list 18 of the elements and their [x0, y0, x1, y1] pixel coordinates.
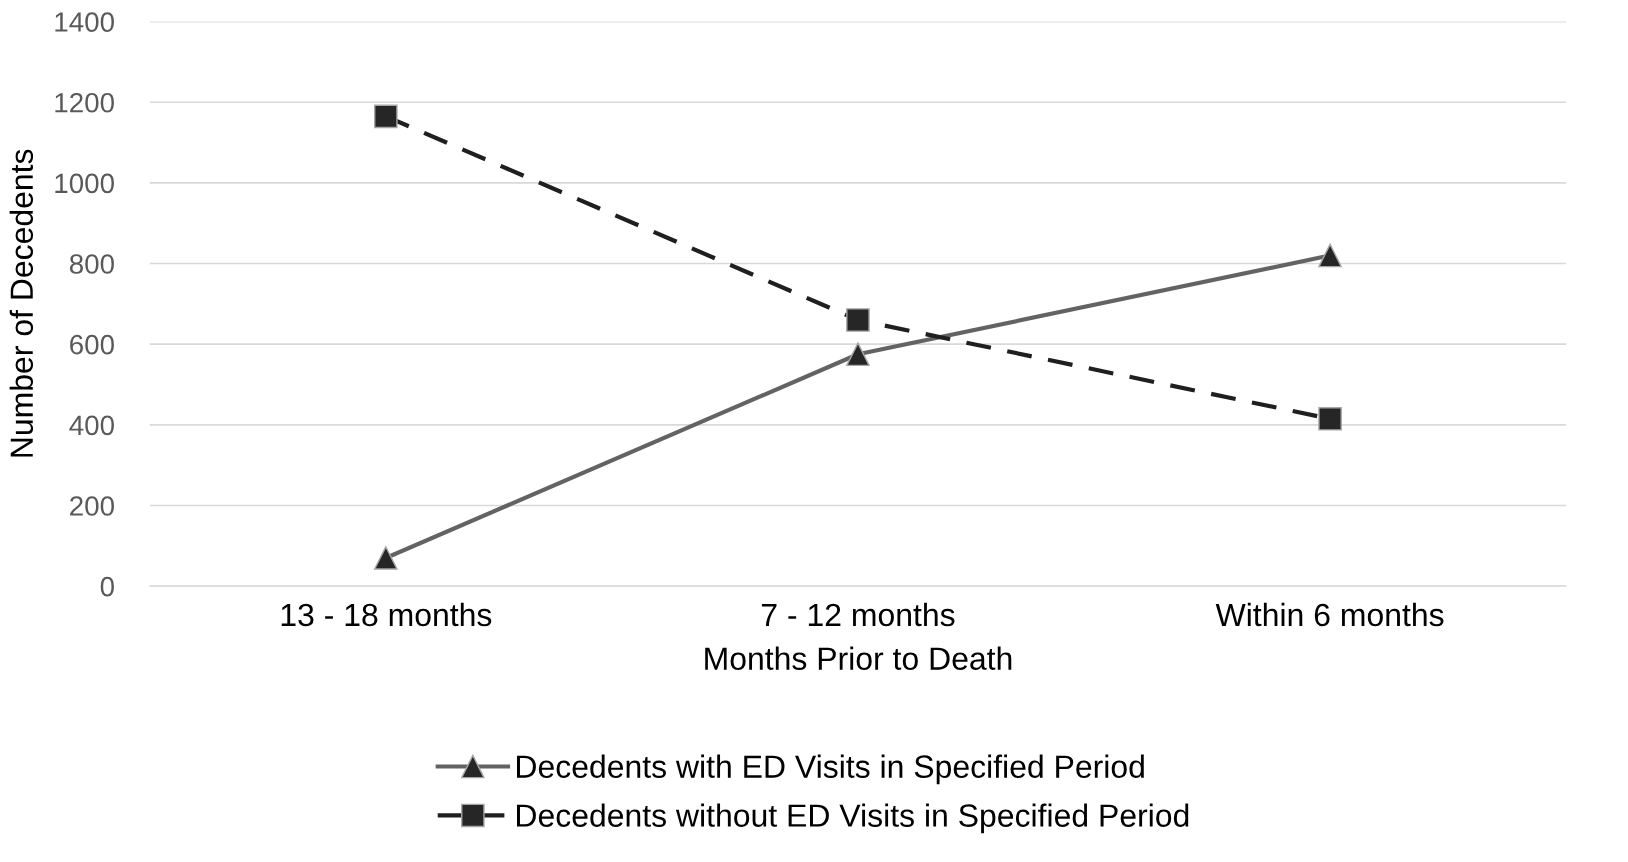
point [846, 308, 870, 332]
y-tick-label: 0 [100, 576, 114, 597]
y-tick-label: 1000 [55, 173, 114, 194]
y-tick-label: 1200 [55, 92, 114, 113]
y-tick-label: 200 [70, 496, 114, 516]
y-axis-title: Number of Decedents [9, 149, 34, 457]
y-tick-label: 400 [69, 415, 114, 436]
x-axis-title: Months Prior to Death [705, 646, 1012, 670]
y-tick-label: 1400 [55, 12, 114, 32]
x-tick-label: 7 - 12 months [761, 602, 955, 627]
point [374, 104, 398, 129]
point [1318, 406, 1342, 431]
x-tick-label: 13 - 18 months [281, 602, 492, 627]
x-tick-label: Within 6 months [1215, 602, 1444, 627]
y-tick-label: 800 [69, 254, 114, 274]
legend-label: Decedents without ED Visits in Specified Period [517, 803, 1189, 834]
y-tick-label: 600 [70, 334, 114, 355]
legend-label: Decedents with ED Visits in Specified Period [517, 754, 1144, 785]
